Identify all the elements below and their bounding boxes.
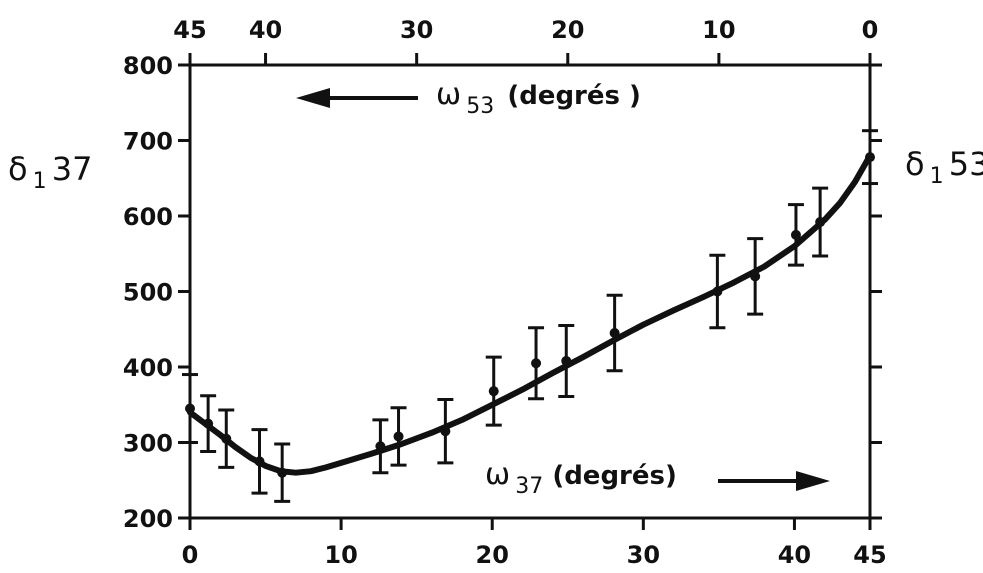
top-axis-title: ω 53 (degrés ) bbox=[296, 77, 641, 119]
top-tick-label: 20 bbox=[551, 16, 584, 44]
data-point bbox=[531, 358, 542, 369]
axis-ticks bbox=[178, 53, 882, 530]
data-point bbox=[488, 386, 499, 397]
plot-frame bbox=[188, 63, 872, 520]
top-tick-label: 30 bbox=[400, 16, 433, 44]
left-tick-label: 300 bbox=[123, 430, 173, 458]
left-tick-label: 200 bbox=[123, 505, 173, 533]
right-axis-symbol: δ bbox=[905, 145, 925, 183]
bottom-tick-label: 40 bbox=[778, 541, 811, 569]
data-point bbox=[865, 152, 875, 163]
data-points bbox=[185, 152, 875, 478]
left-axis-symbol: δ bbox=[8, 150, 28, 188]
bottom-tick-label: 0 bbox=[182, 541, 199, 569]
data-point bbox=[790, 229, 801, 240]
bottom-arrow-head bbox=[796, 471, 830, 491]
data-point bbox=[393, 431, 404, 442]
data-point bbox=[203, 418, 214, 429]
data-point bbox=[254, 456, 265, 467]
right-axis-suffix: 53 bbox=[949, 145, 983, 183]
top-tick-label: 10 bbox=[702, 16, 735, 44]
bottom-tick-label: 30 bbox=[627, 541, 660, 569]
error-bars bbox=[182, 129, 878, 503]
bottom-tick-label: 45 bbox=[853, 541, 886, 569]
data-point bbox=[750, 271, 761, 282]
left-tick-label: 400 bbox=[123, 354, 173, 382]
data-point bbox=[221, 433, 232, 444]
data-point bbox=[609, 328, 620, 339]
data-point bbox=[561, 355, 572, 366]
top-axis-unit: (degrés ) bbox=[507, 81, 641, 111]
bottom-axis-unit: (degrés) bbox=[552, 461, 677, 491]
left-tick-label: 500 bbox=[123, 279, 173, 307]
top-arrow-head bbox=[296, 88, 330, 108]
left-axis-suffix: 37 bbox=[52, 150, 93, 188]
svg-text:ω 53 (degrés ): ω 53 (degrés ) bbox=[436, 77, 641, 119]
data-point bbox=[277, 467, 288, 478]
top-axis-subscript: 53 bbox=[466, 94, 494, 119]
top-tick-label: 0 bbox=[862, 16, 879, 44]
svg-text:ω 37 (degrés): ω 37 (degrés) bbox=[485, 457, 677, 499]
right-axis-label: δ 1 53 bbox=[905, 145, 983, 189]
left-tick-label: 600 bbox=[123, 203, 173, 231]
top-tick-label: 40 bbox=[249, 16, 282, 44]
fit-curve bbox=[187, 152, 873, 476]
data-point bbox=[815, 217, 826, 228]
left-axis-label: δ 1 37 bbox=[8, 150, 92, 194]
data-point bbox=[440, 426, 451, 437]
top-tick-label: 45 bbox=[173, 16, 206, 44]
right-axis-subscript: 1 bbox=[930, 164, 944, 189]
top-axis-symbol: ω bbox=[436, 77, 461, 112]
bottom-axis-symbol: ω bbox=[485, 457, 510, 492]
bottom-axis-title: ω 37 (degrés) bbox=[485, 457, 830, 499]
bottom-tick-label: 20 bbox=[476, 541, 509, 569]
bottom-axis-subscript: 37 bbox=[515, 474, 543, 499]
bottom-tick-label: 10 bbox=[324, 541, 357, 569]
data-point bbox=[185, 403, 195, 414]
left-axis-subscript: 1 bbox=[33, 169, 47, 194]
data-point bbox=[712, 286, 723, 297]
left-tick-label: 700 bbox=[123, 128, 173, 156]
left-tick-label: 800 bbox=[123, 52, 173, 80]
data-point bbox=[375, 441, 386, 452]
